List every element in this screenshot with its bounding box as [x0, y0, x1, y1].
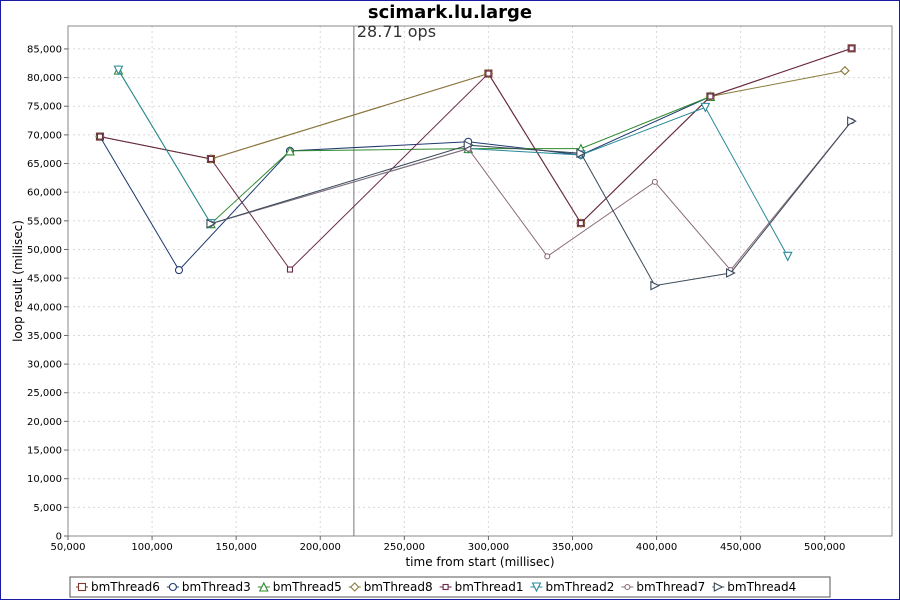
y-tick-label: 80,000: [27, 73, 62, 84]
data-point: [96, 133, 104, 140]
y-tick-label: 45,000: [27, 274, 62, 285]
legend-label: bmThread3: [182, 580, 251, 594]
legend-marker: [168, 582, 177, 592]
x-tick-label: 350,000: [552, 542, 593, 553]
legend-label: bmThread7: [636, 580, 705, 594]
data-point: [650, 280, 661, 291]
y-tick-label: 65,000: [27, 159, 62, 170]
data-point: [463, 140, 474, 151]
x-tick-label: 450,000: [720, 542, 761, 553]
series-bmThread8: [95, 65, 850, 228]
series-line: [99, 70, 846, 224]
y-tick-label: 75,000: [27, 102, 62, 113]
x-tick-label: 250,000: [384, 542, 425, 553]
y-tick-label: 5,000: [33, 503, 62, 514]
data-point: [651, 178, 658, 185]
plot-area: [67, 25, 893, 537]
series-line: [99, 96, 711, 271]
legend-marker: [531, 582, 542, 593]
legend-item: bmThread7: [621, 580, 705, 594]
data-point: [285, 145, 295, 156]
x-tick-label: 150,000: [215, 542, 256, 553]
x-tick-label: 200,000: [300, 542, 341, 553]
legend-item: bmThread3: [166, 580, 251, 594]
legend-marker: [713, 582, 724, 592]
data-point: [700, 102, 711, 113]
data-point: [206, 218, 217, 229]
legend-item: bmThread6: [76, 580, 160, 594]
legend-marker: [442, 583, 449, 591]
legend-label: bmThread2: [546, 580, 615, 594]
data-point: [577, 220, 584, 227]
y-tick-label: 40,000: [27, 302, 62, 313]
legend-item: bmThread1: [439, 580, 524, 594]
y-tick-label: 60,000: [27, 188, 62, 199]
data-point: [207, 155, 214, 162]
series-line: [210, 120, 853, 271]
x-tick-label: 100,000: [131, 542, 172, 553]
legend-label: bmThread5: [273, 580, 342, 594]
series-bmThread7: [207, 118, 855, 274]
series-line: [118, 69, 789, 257]
legend-marker: [258, 581, 269, 592]
x-tick-label: 400,000: [636, 542, 677, 553]
series-bmThread4: [206, 116, 857, 291]
legend-item: bmThread8: [348, 580, 433, 594]
y-tick-label: 70,000: [27, 130, 62, 141]
series-bmThread1: [96, 45, 855, 273]
legend-label: bmThread1: [455, 580, 524, 594]
data-point: [576, 148, 587, 159]
y-tick-label: 20,000: [27, 417, 62, 428]
y-tick-label: 85,000: [27, 44, 62, 55]
series-line: [99, 47, 852, 224]
x-tick-label: 300,000: [468, 542, 509, 553]
data-point: [726, 268, 736, 278]
series-group: [95, 44, 857, 291]
y-axis-label: loop result (millisec): [11, 220, 25, 342]
chart-title: scimark.lu.large: [368, 2, 532, 23]
data-point: [847, 116, 857, 127]
legend-marker: [624, 583, 631, 591]
legend-label: bmThread6: [91, 580, 160, 594]
data-point: [485, 70, 492, 77]
y-tick-label: 50,000: [27, 245, 62, 256]
legend-item: bmThread2: [530, 580, 615, 594]
x-tick-label: 500,000: [804, 542, 845, 553]
legend-marker: [77, 582, 87, 592]
y-tick-label: 0: [56, 532, 62, 543]
ops-marker-label: 28.71 ops: [357, 22, 436, 41]
legend-label: bmThread8: [364, 580, 433, 594]
legend-marker: [349, 582, 360, 592]
x-tick-label: 50,000: [51, 542, 86, 553]
data-point: [707, 93, 714, 100]
data-point: [113, 65, 124, 76]
marker-line-group: 28.71 ops: [353, 22, 436, 536]
legend-item: bmThread5: [257, 580, 342, 594]
data-point: [840, 65, 850, 76]
x-axis: 50,000 100,000 150,000 200,000 250,000 300,00…: [51, 536, 845, 553]
data-point: [174, 266, 184, 275]
legend-item: bmThread4: [712, 580, 796, 594]
data-point: [848, 45, 855, 52]
x-axis-label: time from start (millisec): [405, 555, 554, 569]
data-point: [782, 251, 793, 262]
y-tick-label: 35,000: [27, 331, 62, 342]
y-tick-label: 30,000: [27, 360, 62, 371]
y-tick-label: 25,000: [27, 388, 62, 399]
series-line: [210, 120, 853, 287]
legend: bmThread6 bmThread3 bmThread5 bmThread8 bmTh…: [69, 576, 831, 598]
series-bmThread6: [95, 44, 856, 228]
data-point: [544, 253, 551, 260]
y-tick-label: 10,000: [27, 474, 62, 485]
y-axis: 0 5,000 10,000 15,000 20,000 25,000 30,000 35,0…: [27, 44, 68, 543]
y-tick-label: 55,000: [27, 216, 62, 227]
legend-label: bmThread4: [727, 580, 796, 594]
gridlines: [67, 26, 892, 537]
y-tick-label: 15,000: [27, 446, 62, 457]
data-point: [286, 266, 294, 273]
